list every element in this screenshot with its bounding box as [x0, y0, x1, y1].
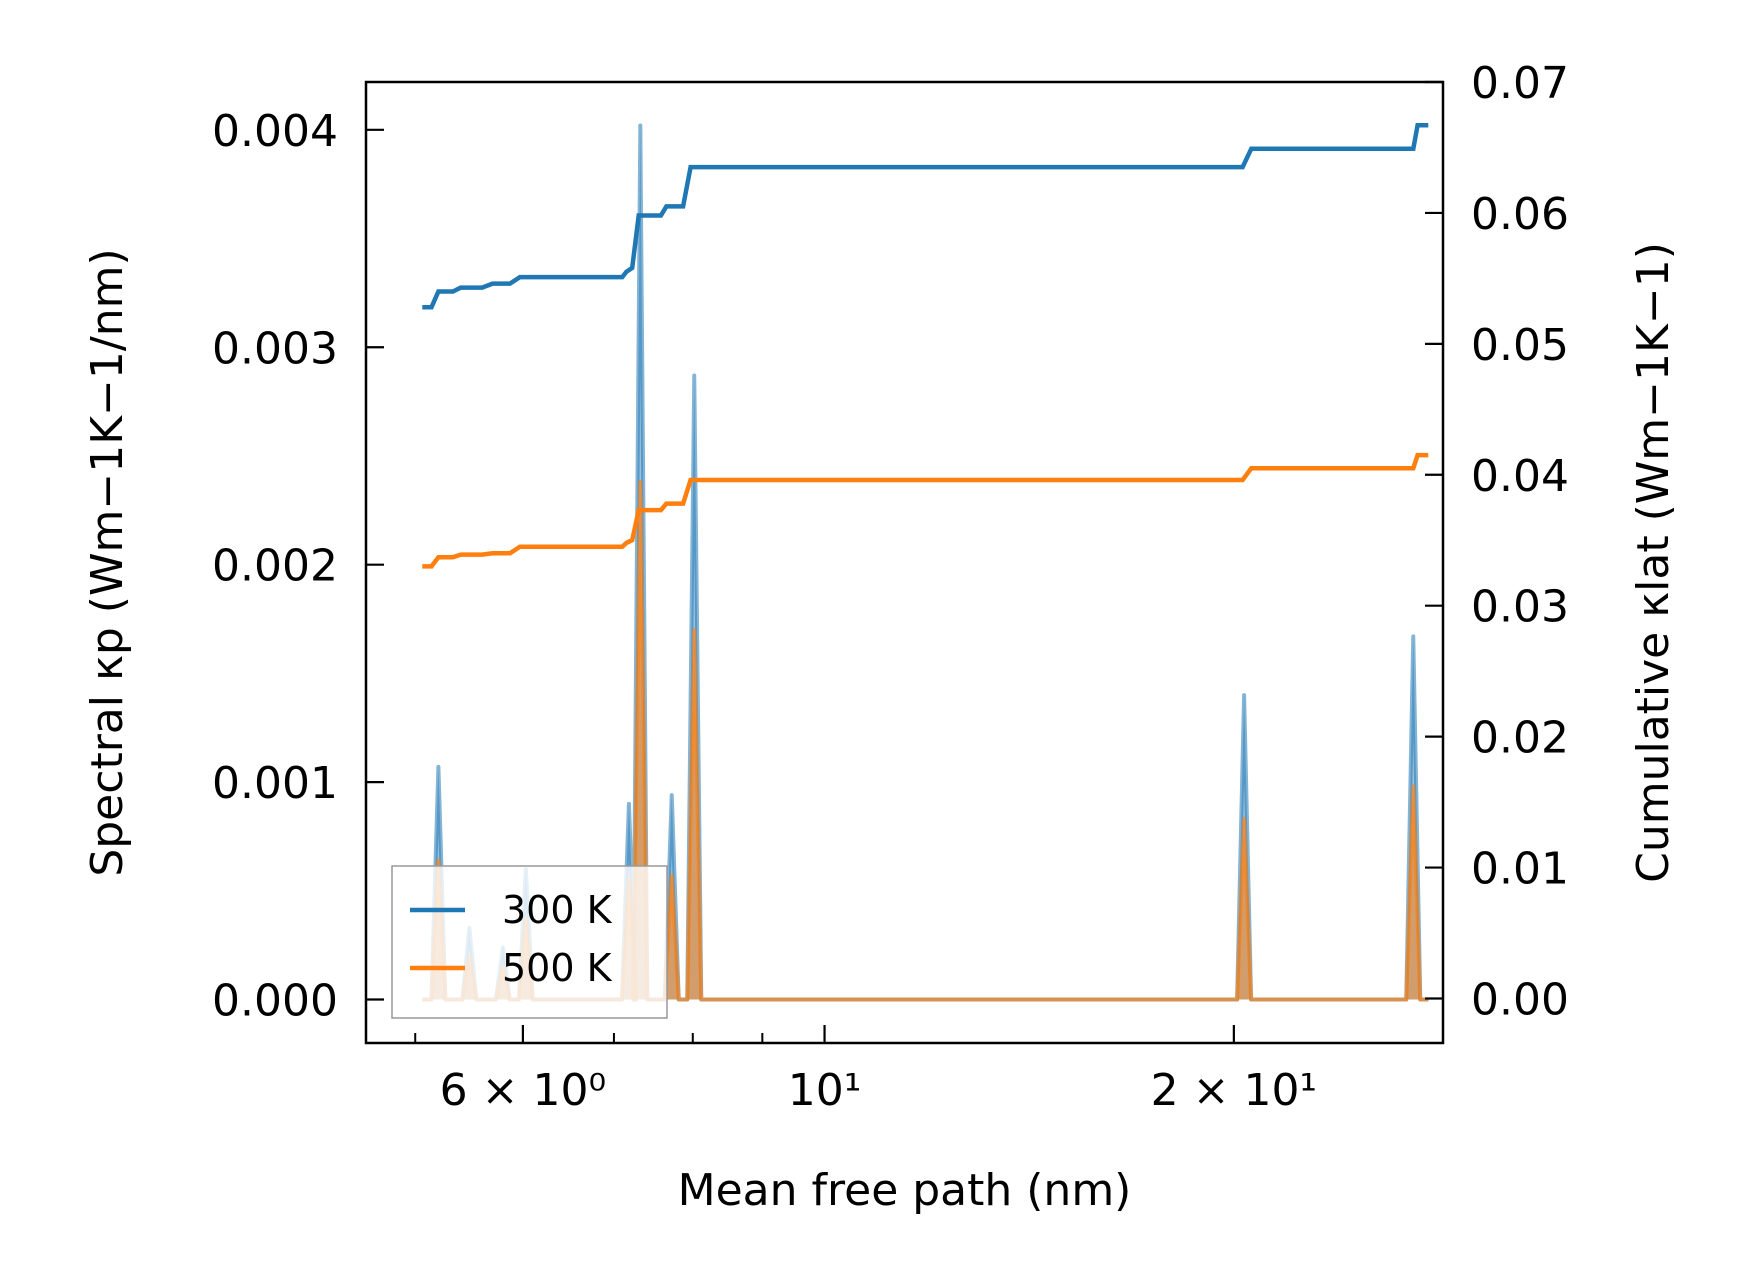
left-y-axis-label: Spectral κp (Wm−1K−1/nm) — [82, 248, 133, 876]
x-tick-label-2: 2 × 10¹ — [1151, 1065, 1317, 1116]
right-y-tick-label-7: 0.07 — [1471, 58, 1569, 109]
x-tick-label-1: 10¹ — [788, 1065, 862, 1116]
left-y-tick-label-2: 0.002 — [212, 541, 338, 592]
right-y-tick-label-6: 0.06 — [1471, 189, 1569, 240]
legend-box — [391, 865, 668, 1019]
right-y-axis-label: Cumulative κlat (Wm−1K−1) — [1628, 242, 1679, 883]
right-y-tick-label-3: 0.03 — [1471, 582, 1569, 633]
right-y-tick-label-4: 0.04 — [1471, 451, 1569, 502]
left-y-tick-label-4: 0.004 — [212, 106, 338, 157]
left-y-tick-label-0: 0.000 — [212, 976, 338, 1027]
x-tick-label-0: 6 × 10⁰ — [440, 1065, 606, 1116]
legend-label-1: 500 K — [502, 946, 613, 990]
right-y-tick-label-1: 0.01 — [1471, 844, 1569, 895]
legend-label-0: 300 K — [502, 888, 613, 932]
cumulative-line-0 — [422, 122, 1429, 310]
cumulative-series-layer — [422, 122, 1429, 569]
legend: 300 K 500 K — [391, 865, 668, 1019]
left-y-tick-label-1: 0.001 — [212, 758, 338, 809]
left-y-tick-label-3: 0.003 — [212, 323, 338, 374]
right-y-tick-label-2: 0.02 — [1471, 713, 1569, 764]
cumulative-line-1 — [422, 452, 1429, 569]
plot-frame — [364, 80, 1445, 1045]
axes-layer: 0.000 0.001 0.002 0.003 0.004 0.00 0.01 0.02 0.0… — [82, 58, 1679, 1216]
right-y-tick-label-0: 0.00 — [1471, 974, 1569, 1025]
x-axis-label: Mean free path (nm) — [678, 1165, 1132, 1216]
right-y-tick-label-5: 0.05 — [1471, 320, 1569, 371]
